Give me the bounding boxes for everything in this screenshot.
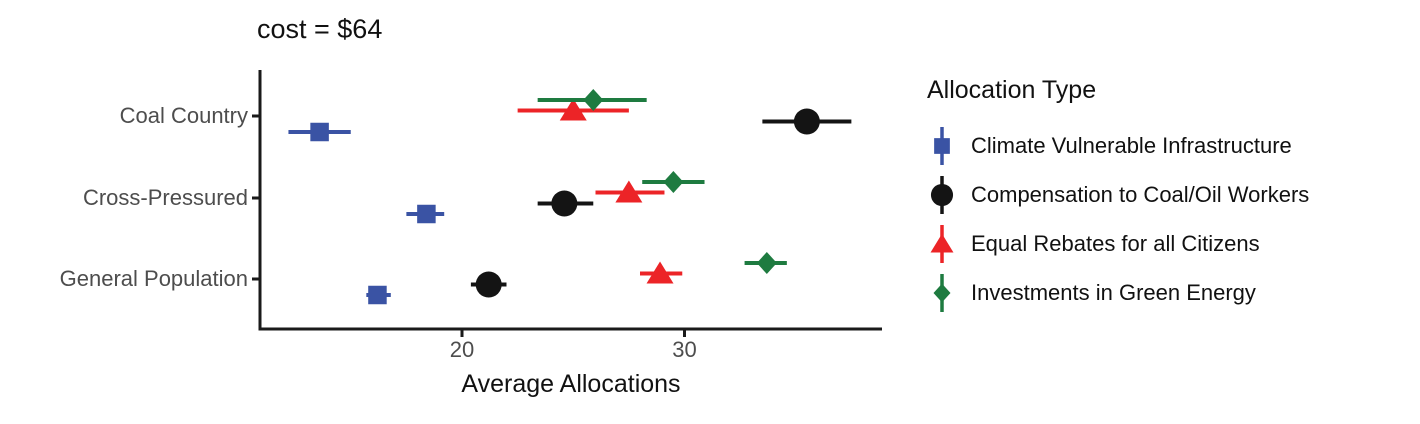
legend-item-label: Equal Rebates for all Citizens bbox=[971, 231, 1260, 256]
circle-marker bbox=[793, 108, 820, 135]
triangle-marker bbox=[559, 98, 587, 121]
triangle-marker bbox=[615, 180, 643, 203]
square-marker bbox=[368, 285, 387, 305]
y-category-label-general-population: General Population bbox=[59, 266, 248, 291]
legend-square-marker bbox=[934, 138, 950, 154]
x-axis-title: Average Allocations bbox=[461, 370, 681, 398]
legend: Allocation Type Climate Vulnerable Infra… bbox=[927, 74, 1309, 320]
legend-item: Compensation to Coal/Oil Workers bbox=[927, 173, 1309, 217]
legend-circle-marker bbox=[930, 183, 954, 207]
chart-title: cost = $64 bbox=[257, 14, 383, 44]
legend-item: Climate Vulnerable Infrastructure bbox=[927, 124, 1309, 168]
legend-item-label: Climate Vulnerable Infrastructure bbox=[971, 133, 1292, 158]
y-category-label-coal-country: Coal Country bbox=[119, 103, 248, 128]
diamond-marker bbox=[756, 252, 777, 274]
square-marker bbox=[417, 204, 436, 224]
triangle-marker bbox=[646, 261, 674, 284]
legend-item-label: Compensation to Coal/Oil Workers bbox=[971, 182, 1310, 207]
x-tick-label-20: 20 bbox=[449, 337, 475, 362]
legend-key-diamond-icon bbox=[933, 274, 951, 312]
diamond-marker bbox=[583, 89, 604, 111]
legend-diamond-marker bbox=[933, 283, 951, 303]
legend-item-label: Investments in Green Energy bbox=[971, 280, 1256, 305]
diamond-marker bbox=[663, 171, 684, 193]
legend-item: Investments in Green Energy bbox=[927, 271, 1309, 315]
square-marker bbox=[310, 122, 329, 142]
legend-key-triangle-icon bbox=[930, 225, 954, 263]
y-category-label-cross-pressured: Cross-Pressured bbox=[82, 185, 248, 210]
circle-marker bbox=[475, 271, 502, 298]
legend-triangle-marker bbox=[930, 233, 954, 253]
legend-key-square-icon bbox=[934, 127, 950, 165]
circle-marker bbox=[551, 190, 578, 217]
legend-item: Equal Rebates for all Citizens bbox=[927, 222, 1309, 266]
legend-key-circle-icon bbox=[930, 176, 954, 214]
x-tick-label-30: 30 bbox=[672, 337, 697, 362]
legend-title: Allocation Type bbox=[927, 76, 1097, 104]
